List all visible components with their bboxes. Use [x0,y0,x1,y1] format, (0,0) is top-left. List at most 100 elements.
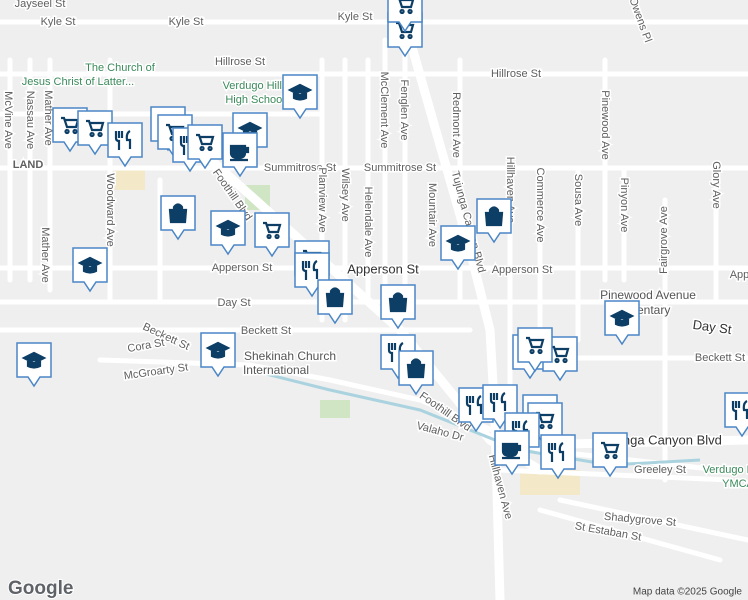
attribution: Map data ©2025 Google [633,587,743,598]
marker-icon [86,119,105,138]
marker-icon [731,400,748,420]
marker-icon [445,234,471,252]
marker-icon [168,203,188,224]
street-label: Fenglen Ave [398,80,410,141]
poi-marker [222,132,258,178]
poi-marker [160,195,196,241]
street-label: Cora St [127,337,166,355]
street-label: Kyle St [338,11,373,23]
street-label: Tujunga Canyon Blvd [598,432,722,447]
street-label: McVine Ave [2,91,14,149]
marker-icon [406,358,426,379]
street-label: High School [225,94,284,106]
marker-icon [325,287,345,308]
poi-marker [187,124,223,170]
poi-marker [476,198,512,244]
street-label: Jayseel St [15,0,66,10]
marker-icon [398,0,415,15]
marker-pin [254,212,290,258]
street-label: Summitrose St [364,162,436,174]
street-label: International [243,363,309,377]
poi-marker [107,122,143,168]
marker-icon [77,256,103,274]
marker-icon [526,336,545,355]
poi-marker [317,279,353,325]
poi-marker [77,110,113,156]
marker-icon [501,442,522,460]
street-label: Day St [692,317,733,337]
poi-marker [200,332,236,378]
poi-marker [398,350,434,396]
marker-icon [114,130,132,150]
street-label: Commerce Ave [534,168,546,243]
marker-icon [229,144,250,162]
street-label: Hillrose St [215,56,265,68]
street-label: Day St [217,297,250,309]
street-label: Wilsey Ave [339,168,351,222]
marker-icon [484,206,504,227]
poi-marker [517,327,553,373]
street-label: Sousa Ave [572,174,584,226]
marker-pin [592,432,628,478]
marker-icon [601,441,620,460]
marker-icon [396,21,415,40]
poi-marker [724,392,748,438]
street-label: Apperson St [347,261,419,276]
street-label: Mather Ave [42,90,54,145]
marker-icon [547,442,565,462]
marker-icon [215,219,241,237]
marker-icon [196,133,215,152]
marker-pin [387,0,423,33]
street-label: Helendale Ave [362,187,374,258]
street-label: Redmont Ave [450,92,462,158]
street-label: The Church of [85,62,156,74]
poi-marker [254,212,290,258]
poi-marker [72,247,108,293]
marker-icon [205,341,231,359]
marker-icon [21,351,47,369]
street-label: Planview Ave [316,167,328,232]
poi-marker [494,430,530,476]
street-label: YMCA [722,478,748,490]
marker-icon [179,135,197,155]
street-label: Nassau Ave [24,91,36,150]
street-label: Woodward Ave [104,173,116,247]
street-label: Kyle St [169,16,204,28]
street-label: Verdugo Hills [703,464,748,476]
google-logo: Google [8,578,73,599]
street-label: Apperson St [492,264,553,276]
marker-icon [287,83,313,101]
poi-marker [592,432,628,478]
poi-marker [604,300,640,346]
poi-marker [380,284,416,330]
poi-marker [387,12,423,58]
marker-pin [77,110,113,156]
street-label: Jesus Christ of Latter... [22,76,135,88]
poi-marker [387,0,423,33]
street-label: LAND [13,159,44,171]
poi-marker [16,342,52,388]
poi-marker [440,225,476,271]
street-label: Apperson St [730,269,748,281]
street-label: Summitrose St [264,162,336,174]
marker-icon [263,221,282,240]
poi-markers [16,0,748,480]
poi-marker [282,74,318,120]
marker-icon [489,392,507,412]
street-label: McClement Ave [378,72,390,149]
street-label: Apperson St [212,262,273,274]
street-label: Hillrose St [491,68,541,80]
street-label: Verdugo Hills [223,80,288,92]
street-label: Beckett St [695,352,745,364]
marker-icon [388,292,408,313]
marker-icon [551,345,570,364]
street-label: Pinewood Ave [599,90,611,160]
street-label: Mountair Ave [426,183,438,247]
street-label: Glory Ave [710,161,722,209]
street-label: Fairgrove Ave [658,206,670,274]
marker-icon [387,342,405,362]
marker-icon [609,309,635,327]
street-label: Pinyon Ave [618,178,630,233]
